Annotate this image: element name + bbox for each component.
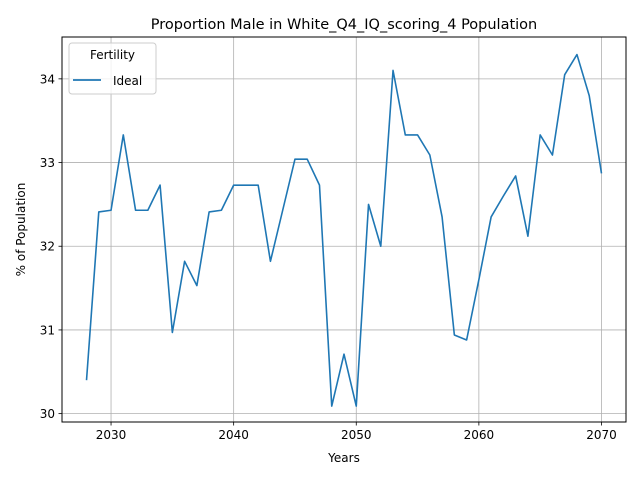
- x-tick-label: 2040: [218, 428, 249, 442]
- x-tick-label: 2030: [96, 428, 127, 442]
- y-axis-title: % of Population: [14, 183, 28, 277]
- series-lines: [85, 53, 603, 407]
- legend-title: Fertility: [90, 48, 135, 62]
- y-tick-label: 30: [40, 407, 55, 421]
- grid: [62, 37, 626, 422]
- x-tick-label: 2060: [464, 428, 495, 442]
- x-axis-title: Years: [327, 451, 360, 465]
- series-line-ideal: [85, 53, 603, 407]
- legend: Fertility Ideal: [68, 42, 157, 95]
- plot-frame: [61, 36, 627, 423]
- x-axis-ticks: 2030 2040 2050 2060 2070: [96, 422, 617, 442]
- legend-label-ideal: Ideal: [113, 74, 142, 88]
- y-tick-label: 32: [40, 240, 55, 254]
- chart-title: Proportion Male in White_Q4_IQ_scoring_4…: [151, 17, 538, 33]
- y-tick-label: 31: [40, 323, 55, 337]
- x-tick-label: 2070: [586, 428, 617, 442]
- legend-box: [68, 42, 157, 95]
- x-tick-label: 2050: [341, 428, 372, 442]
- y-tick-label: 33: [40, 156, 55, 170]
- y-axis-ticks: 30 31 32 33 34: [40, 72, 62, 421]
- y-tick-label: 34: [40, 72, 55, 86]
